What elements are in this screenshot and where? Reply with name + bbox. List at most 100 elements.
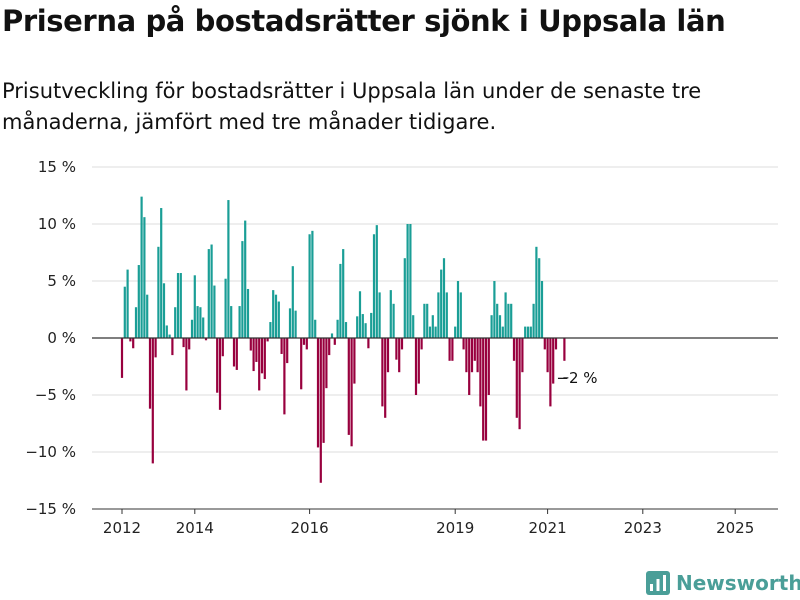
y-tick-label: 0 % <box>47 329 76 347</box>
bar <box>434 326 437 338</box>
bar <box>286 338 289 364</box>
bar <box>504 292 507 338</box>
bar <box>176 273 180 338</box>
bar <box>563 338 566 361</box>
bar <box>524 326 527 338</box>
bar <box>199 307 202 338</box>
bar <box>487 338 490 395</box>
bar <box>356 316 359 338</box>
bar <box>328 338 331 356</box>
bar <box>384 338 387 418</box>
bar <box>459 292 462 338</box>
bar <box>395 338 398 360</box>
bar <box>143 217 146 338</box>
bar <box>132 338 135 349</box>
bar <box>406 224 409 338</box>
bar <box>490 315 493 338</box>
bar <box>389 290 392 338</box>
bar <box>532 303 535 338</box>
bar <box>344 322 348 338</box>
bar <box>263 338 266 380</box>
bar <box>498 315 502 338</box>
bar <box>448 338 451 361</box>
bar <box>193 275 196 338</box>
bar <box>165 325 168 338</box>
bar <box>235 338 238 370</box>
bar <box>274 294 278 338</box>
bar <box>294 310 297 338</box>
bar <box>277 301 280 338</box>
bar <box>386 338 390 373</box>
bar <box>529 326 532 338</box>
bar <box>146 294 149 338</box>
bar <box>549 338 552 407</box>
bar <box>221 338 224 357</box>
bar <box>403 258 406 338</box>
bar <box>160 208 163 338</box>
bar <box>272 290 275 338</box>
bar <box>179 273 182 338</box>
bar <box>431 315 434 338</box>
bar <box>476 338 479 373</box>
bar <box>510 303 513 338</box>
bar <box>238 306 241 338</box>
bar <box>507 303 510 338</box>
bar <box>154 338 157 358</box>
bar <box>148 338 152 409</box>
bar <box>512 338 516 361</box>
bar <box>255 338 258 362</box>
bar <box>210 244 213 338</box>
bar <box>367 338 370 349</box>
bar <box>213 285 216 338</box>
bar <box>372 234 376 338</box>
bar <box>445 292 448 338</box>
bar <box>493 281 496 338</box>
bar <box>134 307 138 338</box>
bar <box>468 338 471 395</box>
bar <box>336 319 339 338</box>
axes <box>92 337 778 514</box>
x-tick-label: 2025 <box>716 519 754 537</box>
bar <box>456 281 460 338</box>
bar <box>428 326 432 338</box>
bar <box>347 338 350 435</box>
bar <box>339 263 342 338</box>
bar <box>381 338 384 407</box>
bar <box>375 225 378 338</box>
bar <box>420 338 423 350</box>
bar <box>538 258 541 338</box>
bar <box>162 283 166 338</box>
bar <box>470 338 474 373</box>
bar <box>543 338 546 350</box>
bar <box>305 338 308 350</box>
bar <box>546 338 549 373</box>
bar-chart-logo-icon <box>646 571 670 595</box>
bar <box>196 306 199 338</box>
y-tick-label: 15 % <box>38 158 76 176</box>
bar <box>417 338 420 384</box>
bar <box>168 334 171 338</box>
bar <box>370 312 373 338</box>
bar <box>129 338 132 342</box>
bar <box>462 338 465 350</box>
bar <box>552 338 555 384</box>
bar <box>412 315 415 338</box>
brand-logo: Newsworthy <box>646 568 800 598</box>
bar <box>185 338 188 391</box>
x-tick-label: 2021 <box>529 519 567 537</box>
bar <box>283 338 286 415</box>
bar <box>207 249 210 338</box>
bar <box>442 258 446 338</box>
bar <box>260 338 264 374</box>
bar <box>400 338 404 350</box>
bar <box>140 196 143 338</box>
bar <box>190 319 194 338</box>
bar <box>378 292 381 338</box>
bar <box>204 338 208 341</box>
brand-name: Newsworthy <box>676 571 800 595</box>
x-tick-label: 2014 <box>176 519 214 537</box>
bar <box>202 317 205 338</box>
bar <box>501 326 504 338</box>
bar <box>437 292 440 338</box>
